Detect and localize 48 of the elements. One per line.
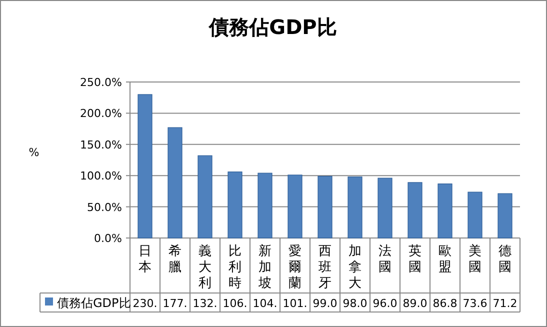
x-tick-label: 日本 (138, 244, 152, 275)
y-tick-label: 0.0% (94, 232, 122, 245)
data-label: 177. (162, 297, 188, 310)
x-tick-label: 英國 (408, 244, 422, 275)
bar (438, 184, 452, 238)
y-tick-label: 250.0% (80, 76, 122, 89)
data-label: 71.2 (492, 297, 518, 310)
y-axis-title: % (28, 146, 40, 159)
y-tick-label: 200.0% (80, 107, 122, 120)
chart-title: 債務佔GDP比 (208, 15, 337, 39)
bar (348, 176, 362, 238)
x-tick-label: 歐盟 (438, 244, 452, 275)
bar (138, 94, 152, 238)
data-label: 96.0 (372, 297, 398, 310)
x-tick-label: 德國 (498, 244, 512, 275)
x-tick-label: 希臘 (168, 244, 182, 275)
y-tick-label: 100.0% (80, 170, 122, 183)
x-tick-label: 新加坡 (258, 244, 272, 291)
data-label: 230. (132, 297, 158, 310)
bar (198, 155, 212, 238)
data-label: 104. (252, 297, 278, 310)
bar (318, 176, 332, 238)
x-tick-label: 法國 (378, 244, 392, 275)
y-tick-label: 150.0% (80, 138, 122, 152)
data-label: 73.6 (462, 297, 488, 310)
bar (408, 182, 422, 238)
bar (378, 178, 392, 238)
legend-label: 債務佔GDP比 (57, 296, 131, 310)
x-tick-label: 比利時 (228, 244, 242, 291)
x-tick-label: 加拿大 (348, 244, 362, 291)
bar (258, 172, 272, 238)
bar (468, 192, 482, 238)
x-tick-label: 西班牙 (318, 244, 332, 291)
data-label: 98.0 (342, 297, 368, 310)
data-label: 86.8 (432, 297, 458, 310)
data-label: 106. (222, 297, 248, 310)
x-tick-label: 愛爾蘭 (288, 244, 302, 291)
y-tick-label: 50.0% (87, 200, 122, 214)
data-label: 101. (282, 297, 308, 310)
bar (228, 172, 242, 238)
data-label: 89.0 (402, 297, 428, 310)
data-label: 99.0 (312, 297, 338, 310)
bar (498, 193, 512, 238)
bar (288, 174, 302, 238)
bar (168, 127, 182, 238)
data-label: 132. (192, 297, 218, 310)
x-tick-label: 美國 (468, 243, 482, 275)
x-tick-label: 義大利 (198, 244, 212, 291)
